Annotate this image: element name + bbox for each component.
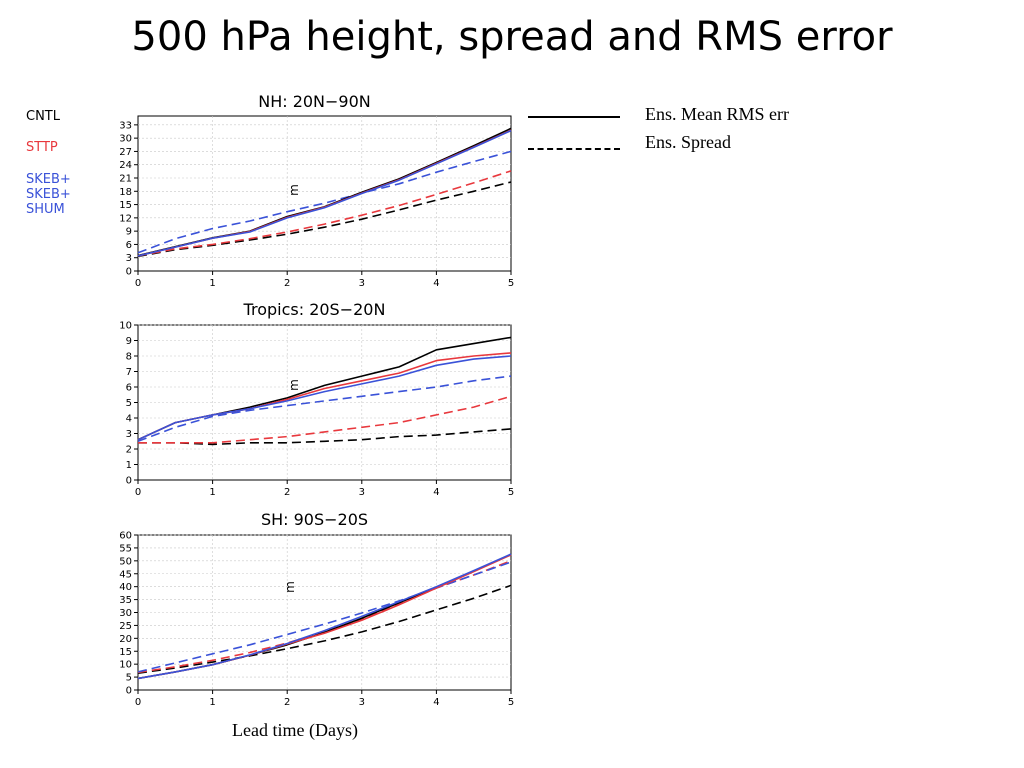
panel-title: NH: 20N−90N — [258, 92, 371, 111]
y-tick-label: 9 — [126, 336, 132, 347]
y-tick-label: 5 — [126, 398, 132, 409]
x-axis-label: Lead time (Days) — [232, 720, 358, 740]
y-tick-label: 35 — [119, 595, 132, 606]
y-unit-label: m — [283, 581, 297, 593]
y-tick-label: 1 — [126, 460, 132, 471]
y-tick-label: 25 — [119, 621, 132, 632]
y-unit-label: m — [287, 184, 301, 196]
x-tick-label: 5 — [508, 697, 514, 708]
slide-title: 500 hPa height, spread and RMS error — [131, 14, 893, 60]
y-tick-label: 10 — [119, 321, 132, 332]
y-tick-label: 5 — [126, 673, 132, 684]
panel-title: SH: 90S−20S — [261, 510, 368, 529]
series-line-skeb-skeb-shum-spread — [137, 561, 512, 673]
x-tick-label: 2 — [284, 278, 290, 289]
y-tick-label: 18 — [119, 187, 132, 198]
x-tick-label: 0 — [135, 487, 141, 498]
series-line-skeb-skeb-shum-spread — [137, 150, 512, 254]
x-tick-label: 5 — [508, 487, 514, 498]
legend-sttp-label: STTP — [26, 140, 58, 155]
y-tick-label: 0 — [126, 686, 132, 697]
series-line-skeb-skeb-shum-rms — [137, 355, 512, 441]
series-line-cntl-spread — [138, 428, 512, 446]
y-tick-label: 3 — [126, 429, 132, 440]
series-line-sttp-spread — [137, 170, 512, 257]
y-tick-label: 6 — [126, 383, 132, 394]
y-tick-label: 4 — [126, 414, 132, 425]
legend-cntl-label: CNTL — [26, 109, 60, 124]
y-tick-label: 12 — [119, 213, 132, 224]
y-unit-label: m — [287, 379, 301, 391]
x-tick-label: 4 — [433, 697, 439, 708]
y-tick-label: 30 — [119, 608, 132, 619]
series-line-cntl-spread — [137, 181, 512, 258]
legend-skeb-label: SKEB+ SKEB+ SHUM — [26, 172, 71, 217]
y-tick-label: 60 — [119, 531, 132, 542]
x-tick-label: 1 — [209, 278, 215, 289]
y-tick-label: 50 — [119, 556, 132, 567]
y-tick-label: 24 — [119, 160, 132, 171]
y-tick-label: 33 — [119, 120, 132, 131]
y-tick-label: 8 — [126, 352, 132, 363]
x-tick-label: 0 — [135, 697, 141, 708]
x-tick-label: 2 — [284, 487, 290, 498]
x-tick-label: 5 — [508, 278, 514, 289]
legend-spread-label: Ens. Spread — [645, 132, 731, 152]
x-tick-label: 4 — [433, 278, 439, 289]
x-tick-label: 1 — [209, 697, 215, 708]
y-tick-label: 40 — [119, 582, 132, 593]
x-tick-label: 0 — [135, 278, 141, 289]
y-tick-label: 2 — [126, 445, 132, 456]
x-tick-label: 3 — [359, 487, 365, 498]
y-tick-label: 20 — [119, 634, 132, 645]
y-tick-label: 55 — [119, 543, 132, 554]
y-tick-label: 0 — [126, 267, 132, 278]
y-tick-label: 21 — [119, 174, 132, 185]
chart-panel-1: 0 1 2 3 4 5 6 7 8 9 10 0 1 2 3 4 5 Tropics: 20S−20N m — [119, 300, 514, 498]
legend-dashed-line-sample — [528, 148, 620, 150]
y-tick-label: 3 — [126, 253, 132, 264]
y-tick-label: 15 — [119, 647, 132, 658]
legend-rms-label: Ens. Mean RMS err — [645, 104, 789, 124]
y-tick-label: 27 — [119, 147, 132, 158]
y-tick-label: 10 — [119, 660, 132, 671]
y-tick-label: 45 — [119, 569, 132, 580]
y-tick-label: 30 — [119, 134, 132, 145]
x-tick-label: 4 — [433, 487, 439, 498]
y-tick-label: 15 — [119, 200, 132, 211]
y-tick-label: 0 — [126, 476, 132, 487]
series-line-sttp-spread — [138, 395, 512, 444]
x-tick-label: 3 — [359, 697, 365, 708]
x-tick-label: 1 — [209, 487, 215, 498]
legend-solid-line-sample — [528, 116, 620, 118]
y-tick-label: 9 — [126, 227, 132, 238]
y-tick-label: 7 — [126, 367, 132, 378]
y-tick-label: 6 — [126, 240, 132, 251]
series-line-skeb-skeb-shum-rms — [137, 553, 512, 680]
series-line-skeb-skeb-shum-rms — [137, 129, 512, 257]
x-tick-label: 3 — [359, 278, 365, 289]
panel-title: Tropics: 20S−20N — [243, 300, 386, 319]
series-line-cntl-spread — [137, 584, 512, 674]
x-tick-label: 2 — [284, 697, 290, 708]
